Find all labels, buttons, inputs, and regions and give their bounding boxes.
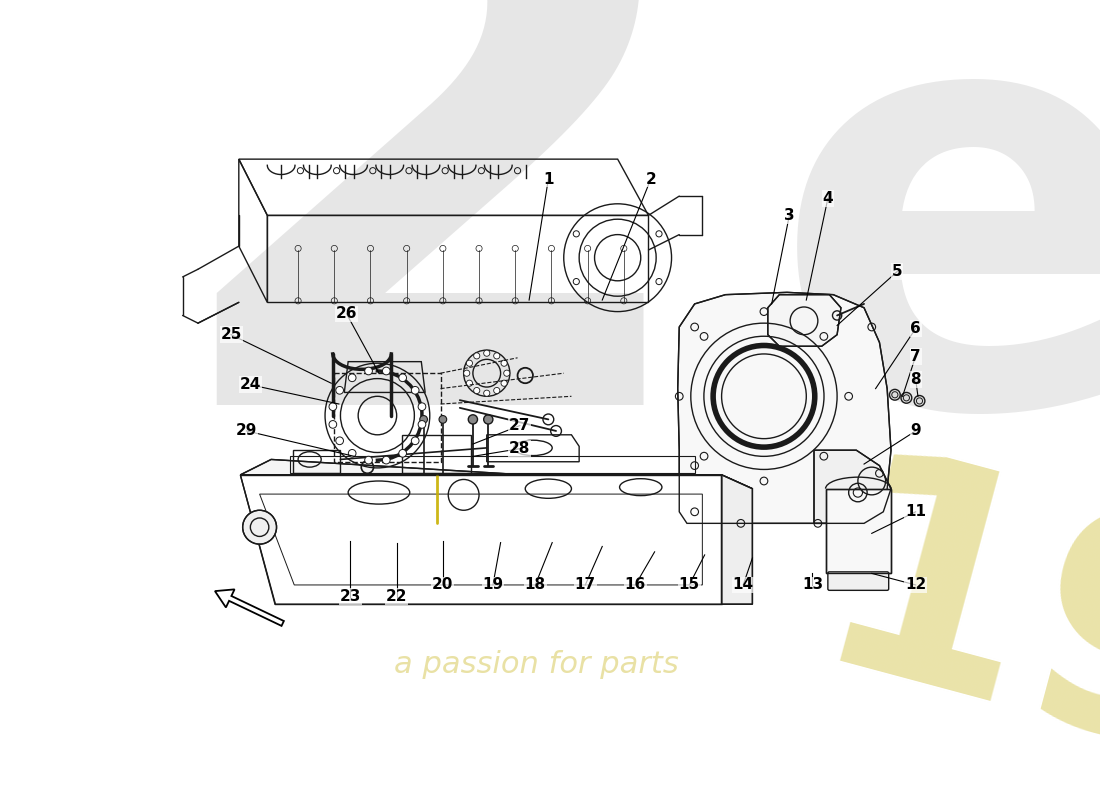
Text: 2: 2 <box>152 0 713 574</box>
Text: 7: 7 <box>911 349 921 364</box>
Circle shape <box>329 421 337 428</box>
Circle shape <box>469 414 477 424</box>
Circle shape <box>500 360 507 366</box>
Text: 12: 12 <box>905 578 926 593</box>
Circle shape <box>399 374 407 382</box>
Circle shape <box>349 374 356 382</box>
Circle shape <box>901 393 912 403</box>
Circle shape <box>418 421 426 428</box>
Circle shape <box>365 456 373 464</box>
Text: a passion for parts: a passion for parts <box>395 650 679 679</box>
Bar <box>825 489 891 574</box>
Circle shape <box>474 353 480 359</box>
Text: 20: 20 <box>432 578 453 593</box>
Polygon shape <box>768 294 842 346</box>
Circle shape <box>500 380 507 386</box>
Text: 16: 16 <box>625 578 646 593</box>
Text: 5: 5 <box>892 264 902 279</box>
Text: 6: 6 <box>911 321 921 336</box>
Text: 25: 25 <box>220 327 242 342</box>
Circle shape <box>336 386 343 394</box>
Text: 24: 24 <box>240 378 261 392</box>
Polygon shape <box>814 450 891 523</box>
Circle shape <box>484 350 490 356</box>
Text: 1: 1 <box>543 172 553 186</box>
Text: 2: 2 <box>646 172 656 186</box>
Text: es: es <box>772 0 1100 527</box>
Polygon shape <box>678 292 891 523</box>
Circle shape <box>349 450 356 457</box>
Circle shape <box>383 456 390 464</box>
Text: 19: 19 <box>482 578 504 593</box>
Circle shape <box>418 403 426 410</box>
Circle shape <box>484 414 493 424</box>
FancyBboxPatch shape <box>828 572 889 590</box>
Text: 29: 29 <box>235 423 257 438</box>
Text: 27: 27 <box>509 418 530 433</box>
Circle shape <box>466 380 473 386</box>
Text: 17: 17 <box>574 578 596 593</box>
Text: 13: 13 <box>802 578 823 593</box>
Text: 11: 11 <box>905 504 926 519</box>
Circle shape <box>504 370 509 376</box>
Circle shape <box>365 367 373 375</box>
Text: 28: 28 <box>509 441 530 456</box>
Text: 4: 4 <box>823 191 833 206</box>
Circle shape <box>411 437 419 445</box>
Circle shape <box>411 386 419 394</box>
Text: 14: 14 <box>733 578 754 593</box>
Circle shape <box>329 403 337 410</box>
Circle shape <box>494 353 499 359</box>
Text: 9: 9 <box>911 423 921 438</box>
Polygon shape <box>722 475 752 604</box>
Polygon shape <box>241 459 752 489</box>
Circle shape <box>439 415 447 423</box>
Text: 23: 23 <box>340 589 361 604</box>
Circle shape <box>420 415 428 423</box>
Circle shape <box>464 370 470 376</box>
Text: 3: 3 <box>784 208 794 223</box>
Circle shape <box>399 450 407 457</box>
Text: 8: 8 <box>911 372 921 387</box>
Text: 26: 26 <box>336 306 358 322</box>
Circle shape <box>914 395 925 406</box>
Circle shape <box>484 390 490 396</box>
Circle shape <box>466 360 473 366</box>
Polygon shape <box>241 475 722 604</box>
Circle shape <box>474 387 480 394</box>
Text: 18: 18 <box>525 578 546 593</box>
Bar <box>825 489 891 574</box>
Circle shape <box>494 387 499 394</box>
Circle shape <box>383 367 390 375</box>
Text: 15: 15 <box>679 578 700 593</box>
Circle shape <box>890 390 900 400</box>
Circle shape <box>243 510 276 544</box>
Text: 22: 22 <box>386 589 407 604</box>
Circle shape <box>336 437 343 445</box>
Text: 1985: 1985 <box>788 435 1100 800</box>
